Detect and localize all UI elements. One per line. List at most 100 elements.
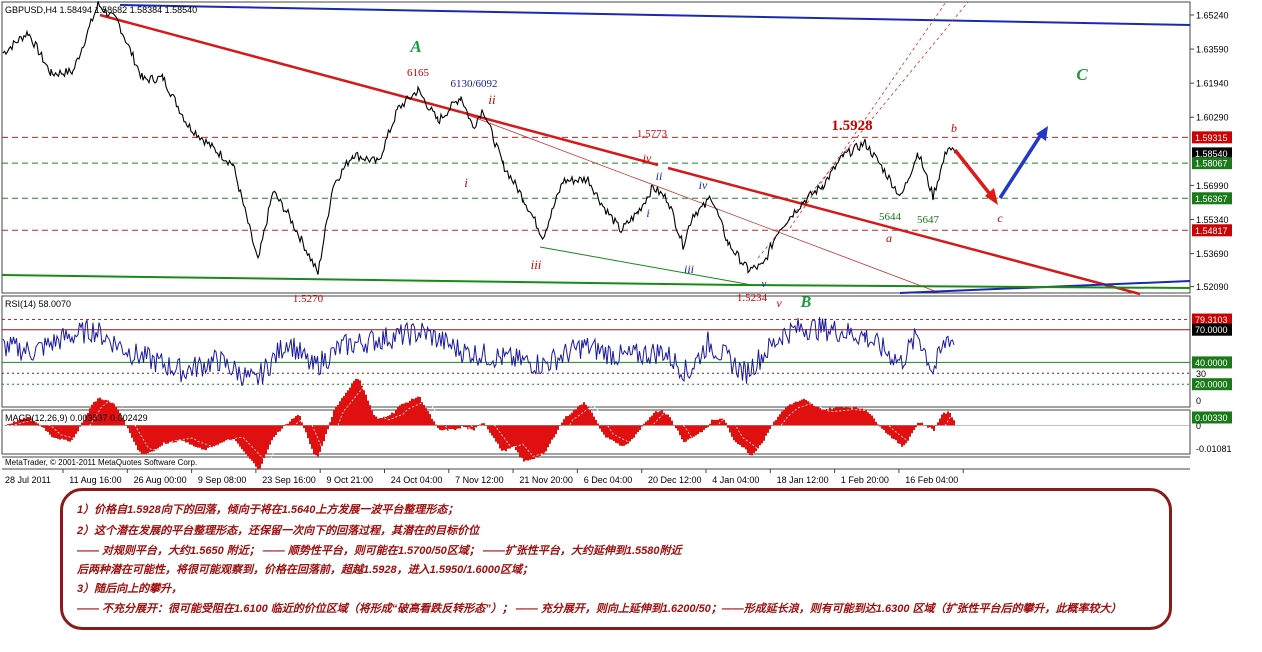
macd-bar [951, 417, 953, 426]
macd-bar [165, 425, 167, 444]
macd-bar [829, 407, 831, 426]
macd-bar [623, 425, 625, 446]
macd-bar [441, 425, 443, 431]
macd-bar [175, 425, 177, 443]
macd-bar [535, 425, 537, 458]
macd-bar [393, 413, 395, 426]
macd-bar [141, 425, 143, 454]
annotation-line-5: 3）随后向上的攀升， [77, 583, 183, 595]
time-tick-label: 23 Sep 16:00 [262, 475, 316, 485]
macd-bar [373, 414, 375, 426]
macd-bar [647, 420, 649, 426]
macd-bar [877, 424, 879, 426]
macd-bar [749, 425, 751, 456]
time-tick-label: 9 Oct 21:00 [327, 475, 374, 485]
macd-bar [277, 425, 279, 432]
macd-bar [631, 425, 633, 440]
macd-bar [613, 425, 615, 441]
time-tick-label: 11 Aug 16:00 [69, 475, 121, 485]
price-level-value: 1.58540 [1195, 149, 1228, 159]
macd-bar [221, 425, 223, 443]
time-tick-label: 21 Nov 20:00 [519, 475, 573, 485]
macd-bar [119, 412, 121, 426]
macd-bar [861, 408, 863, 426]
wave-label: iv [699, 178, 708, 192]
macd-bar [203, 425, 205, 450]
macd-bar [273, 425, 275, 437]
macd-bar [293, 418, 295, 426]
macd-bar [545, 425, 547, 452]
macd-bar [219, 425, 221, 444]
macd-bar [681, 425, 683, 440]
macd-bar [581, 404, 583, 426]
macd-bar [805, 399, 807, 426]
macd-bar [69, 425, 71, 442]
macd-bar [45, 425, 47, 431]
macd-bar [727, 425, 729, 428]
price-level-tag [1192, 131, 1232, 144]
macd-bar [531, 425, 533, 460]
macd-bar [161, 425, 163, 446]
macd-bar [713, 420, 715, 426]
macd-bar [953, 420, 955, 426]
macd-bar [539, 425, 541, 456]
macd-bar [931, 425, 933, 429]
macd-bar [625, 425, 627, 445]
macd-bar [297, 414, 299, 426]
macd-bar [687, 425, 689, 440]
macd-bar [429, 414, 431, 426]
macd-bar [939, 418, 941, 426]
macd-bar [725, 422, 727, 426]
trendlines [1, 1, 1191, 296]
macd-bar [773, 421, 775, 426]
time-tick-label: 18 Jan 12:00 [777, 475, 829, 485]
macd-bar [267, 425, 269, 450]
macd-bar [465, 425, 467, 428]
macd-bar [481, 423, 483, 426]
macd-bar [127, 425, 129, 429]
macd-bar [565, 416, 567, 426]
rsi-levels [2, 319, 1190, 385]
macd-bar [421, 402, 423, 426]
macd-bar [757, 425, 759, 449]
macd-bar [605, 425, 607, 438]
macd-bar [751, 425, 753, 456]
price-level-value: 1.54817 [1195, 226, 1228, 236]
main-resistance-trendline [99, 13, 659, 167]
down-arrow-head [985, 188, 998, 205]
macd-bar [191, 425, 193, 445]
macd-bar [397, 407, 399, 426]
macd-bar [21, 419, 23, 426]
macd-bar [571, 412, 573, 426]
macd-bar [37, 423, 39, 426]
macd-bar [383, 416, 385, 426]
macd-bar [869, 414, 871, 426]
macd-bar [271, 425, 273, 441]
macd-bar [11, 423, 13, 426]
macd-bar [537, 425, 539, 458]
macd-bar [867, 412, 869, 426]
price-tick-label: 1.55340 [1196, 215, 1229, 225]
time-tick-label: 16 Feb 04:00 [905, 475, 958, 485]
rsi-title: RSI(14) 58.0070 [5, 299, 71, 309]
macd-bar [813, 405, 815, 426]
annotation-line-4: 后两种潜在可能性，将很可能观察到，价格在回落前，超越1.5928，进入1.595… [77, 564, 533, 576]
time-tick-label: 24 Oct 04:00 [391, 475, 443, 485]
macd-bar [561, 422, 563, 426]
macd-bar [295, 416, 297, 426]
price-level-value: 1.59315 [1195, 133, 1228, 143]
ohlc-label: 1.58494 1.58682 1.58384 1.58540 [60, 5, 198, 15]
macd-bar [665, 414, 667, 426]
macd-bar [683, 425, 685, 443]
macd-bar [223, 425, 225, 442]
macd-bar [453, 425, 455, 430]
macd-bar [763, 425, 765, 441]
thin-red-trendline [459, 111, 941, 294]
macd-bar [437, 425, 439, 428]
macd-bar [777, 416, 779, 426]
macd-bar [915, 425, 917, 428]
macd-bar [409, 400, 411, 426]
macd-title: MACD(12,26,9) 0.003537 0.002429 [5, 413, 148, 423]
macd-bar [49, 425, 51, 435]
